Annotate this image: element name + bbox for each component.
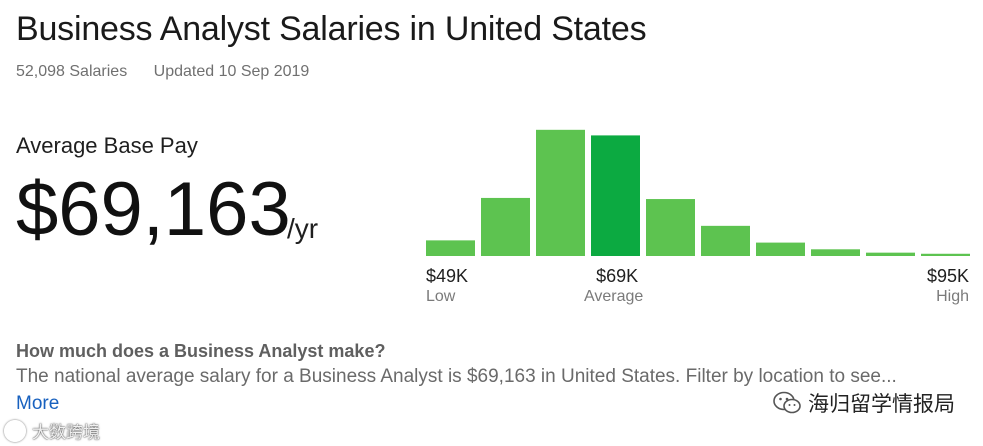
salary-meta: 52,098 Salaries Updated 10 Sep 2019 (16, 63, 309, 81)
axis-high-value: $95K (926, 266, 969, 286)
average-pay-label: Average Base Pay (16, 133, 198, 158)
average-pay-unit: /yr (287, 213, 319, 244)
axis-high-caption: High (936, 288, 969, 305)
updated-date: Updated 10 Sep 2019 (153, 63, 310, 80)
average-pay-value: $69,163 (16, 167, 291, 252)
salary-histogram (426, 129, 970, 256)
page-title: Business Analyst Salaries in United Stat… (16, 10, 647, 48)
histogram-bar-1 (426, 240, 475, 256)
axis-low-caption: Low (426, 288, 456, 305)
histogram-bar-6 (701, 225, 750, 256)
axis-average-caption: Average (584, 288, 644, 305)
watermark-right-text: 海归留学情报局 (808, 393, 955, 416)
watermark-logo-icon (4, 419, 26, 442)
watermark-left-text: 大数跨境 (32, 423, 100, 442)
wechat-icon (773, 391, 801, 414)
histogram-bar-8 (811, 249, 860, 256)
axis-average: $69K Average (584, 266, 643, 306)
histogram-bar-10 (921, 253, 970, 256)
faq-answer: The national average salary for a Busine… (16, 366, 897, 387)
watermark-left: 大数跨境 (0, 418, 100, 443)
axis-low: $49K Low (426, 266, 468, 306)
histogram-bar-3 (536, 129, 585, 256)
axis-average-value: $69K (596, 266, 639, 286)
histogram-bar-4 (591, 135, 640, 256)
axis-high: $95K High (927, 266, 969, 306)
histogram-bar-9 (866, 252, 915, 256)
histogram-bar-7 (756, 242, 805, 256)
faq-question: How much does a Business Analyst make? (16, 341, 386, 361)
axis-low-value: $49K (426, 266, 469, 286)
watermark-right: 海归留学情报局 (772, 388, 955, 418)
histogram-bar-5 (646, 199, 695, 256)
more-link[interactable]: More (16, 393, 60, 414)
salaries-count: 52,098 Salaries (16, 63, 128, 80)
histogram-bar-2 (481, 197, 530, 256)
